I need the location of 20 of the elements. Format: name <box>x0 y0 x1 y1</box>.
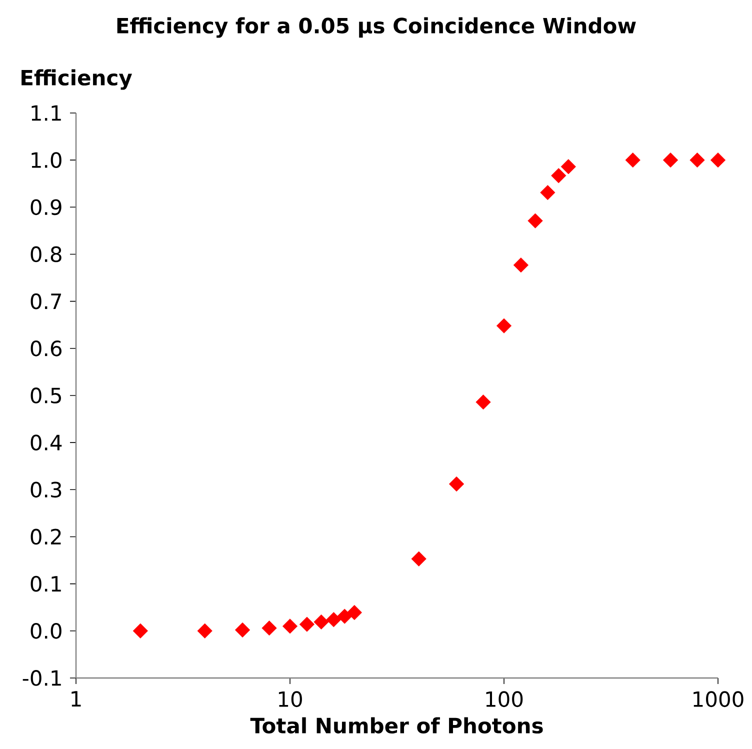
y-tick-label: 0.6 <box>30 340 62 356</box>
y-tick-label: 0.0 <box>30 622 62 639</box>
x-axis-title: Total Number of Photons <box>250 717 543 734</box>
y-tick-label: 1.1 <box>32 105 61 121</box>
y-tick-label: 0.2 <box>30 528 61 545</box>
x-tick-label: 1000 <box>694 691 744 708</box>
x-tick-label: 100 <box>486 691 523 708</box>
y-tick-label: 1.0 <box>32 152 62 168</box>
y-tick-label: 0.7 <box>30 293 62 310</box>
y-tick-label: 0.8 <box>30 246 62 262</box>
y-tick-label: -0.1 <box>22 670 61 686</box>
y-axis-title: Efficiency <box>22 69 132 90</box>
y-tick-label: 0.9 <box>30 199 62 216</box>
y-tick-label: 0.1 <box>30 576 61 592</box>
y-tick-label: 0.3 <box>30 482 62 498</box>
x-tick-label: 10 <box>278 691 302 708</box>
x-tick-label: 1 <box>72 691 81 706</box>
y-tick-label: 0.4 <box>30 434 62 451</box>
chart-title: Efficiency for a 0.05 μs Coincidence Window <box>117 17 636 38</box>
y-tick-label: 0.5 <box>30 388 61 404</box>
